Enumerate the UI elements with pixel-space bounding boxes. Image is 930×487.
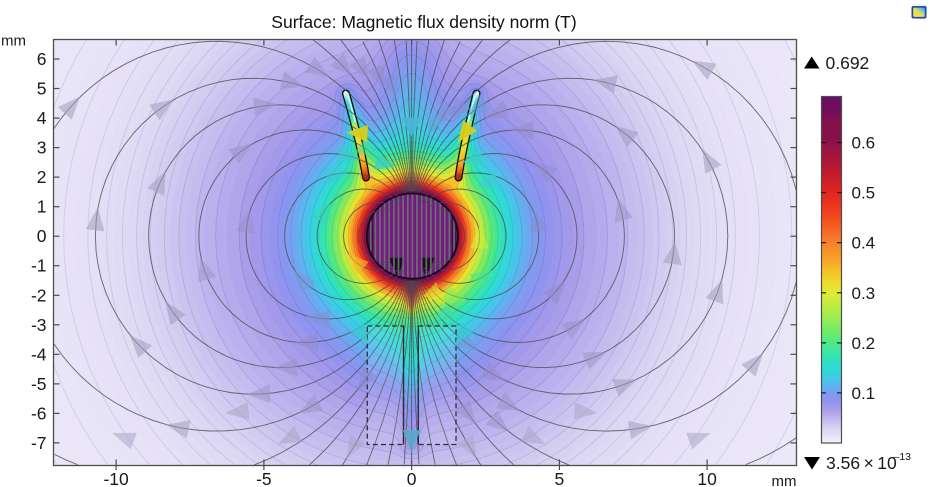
svg-text:2: 2 bbox=[37, 167, 47, 187]
svg-text:10: 10 bbox=[697, 469, 717, 487]
svg-text:5: 5 bbox=[37, 79, 47, 99]
svg-text:-1: -1 bbox=[31, 256, 47, 276]
svg-text:-7: -7 bbox=[31, 433, 47, 453]
svg-text:3.56 × 10: 3.56 × 10 bbox=[826, 453, 897, 473]
svg-text:-6: -6 bbox=[31, 403, 47, 423]
svg-text:-5: -5 bbox=[31, 374, 47, 394]
svg-text:-10: -10 bbox=[103, 469, 129, 487]
svg-text:1: 1 bbox=[37, 197, 47, 217]
svg-text:5: 5 bbox=[555, 469, 565, 487]
svg-text:0: 0 bbox=[407, 469, 417, 487]
svg-text:0.2: 0.2 bbox=[852, 334, 876, 353]
svg-text:0.6: 0.6 bbox=[852, 134, 876, 153]
svg-text:0: 0 bbox=[37, 226, 47, 246]
svg-text:0.692: 0.692 bbox=[826, 53, 870, 73]
svg-text:6: 6 bbox=[37, 49, 47, 69]
svg-text:-5: -5 bbox=[256, 469, 272, 487]
svg-text:0.4: 0.4 bbox=[852, 234, 876, 253]
svg-text:-3: -3 bbox=[31, 315, 47, 335]
svg-text:0.1: 0.1 bbox=[852, 384, 876, 403]
svg-text:mm: mm bbox=[1, 33, 26, 50]
svg-text:–13: –13 bbox=[894, 451, 912, 463]
svg-text:mm: mm bbox=[772, 473, 797, 487]
svg-text:Surface: Magnetic flux density: Surface: Magnetic flux density norm (T) bbox=[271, 12, 576, 32]
svg-text:3: 3 bbox=[37, 138, 47, 158]
svg-text:4: 4 bbox=[37, 108, 47, 128]
svg-text:-2: -2 bbox=[31, 285, 47, 305]
svg-text:0.3: 0.3 bbox=[852, 284, 876, 303]
svg-text:-4: -4 bbox=[31, 344, 47, 364]
svg-text:0.5: 0.5 bbox=[852, 184, 876, 203]
